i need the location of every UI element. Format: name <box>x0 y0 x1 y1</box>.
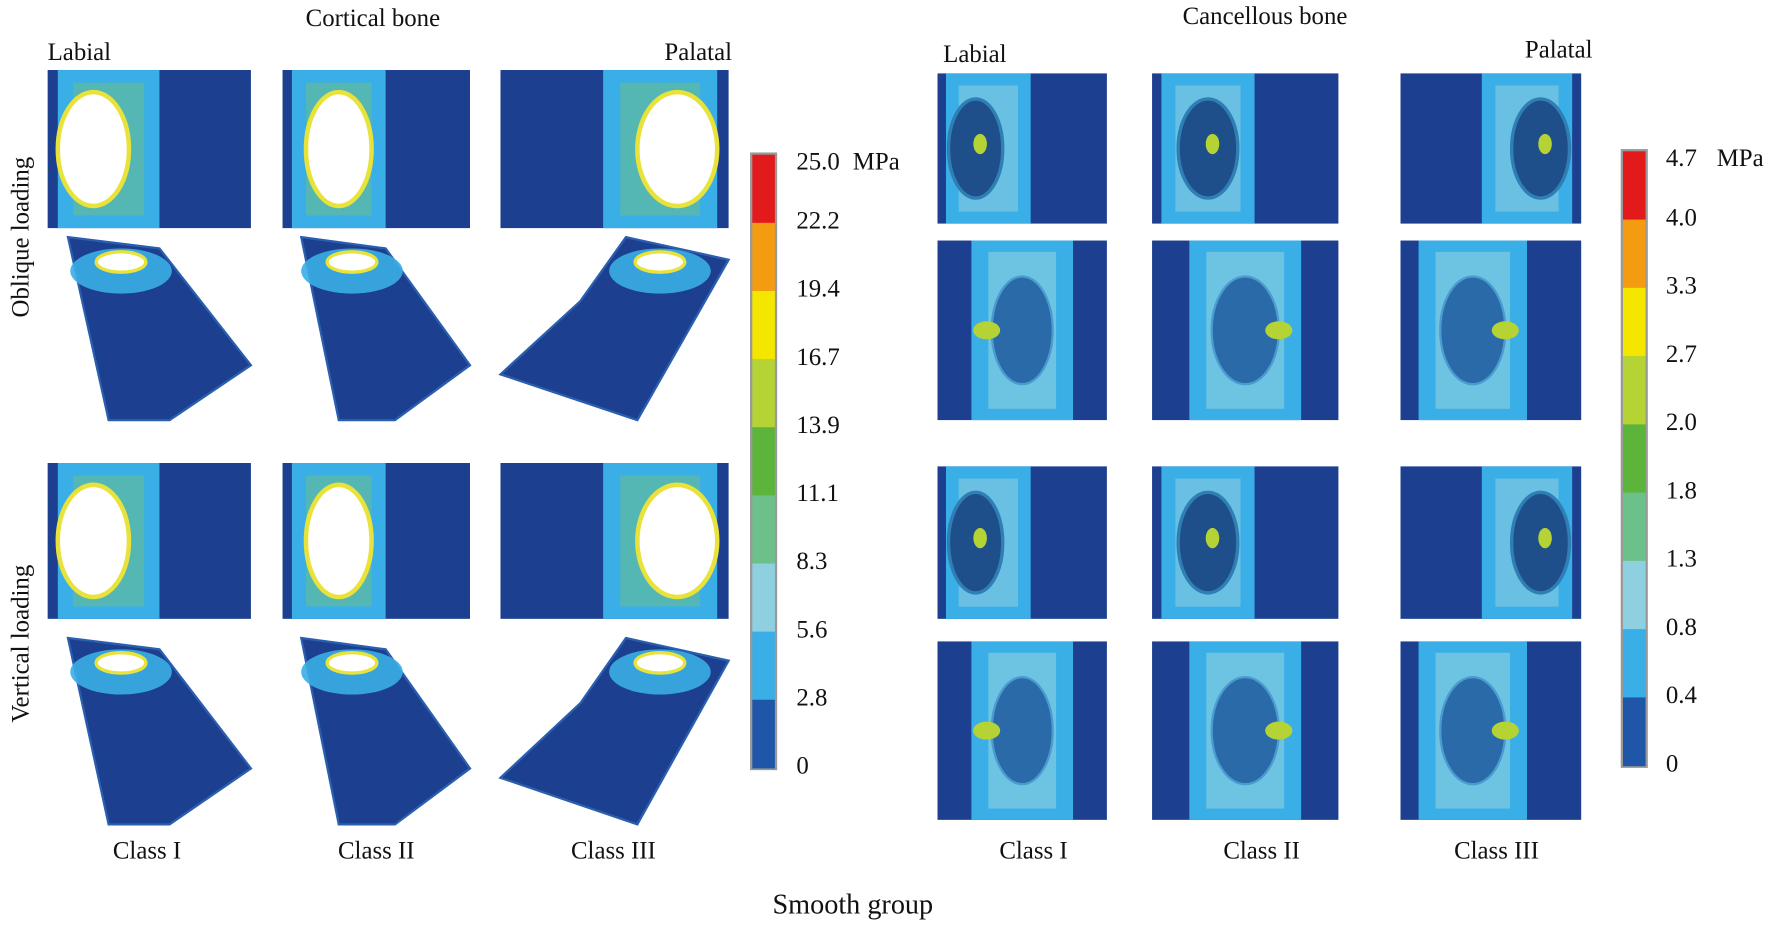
column-label: Class II <box>1223 837 1300 864</box>
colorbar-tick-label: 0.4 <box>1666 682 1698 709</box>
column-label: Class III <box>571 837 656 864</box>
colorbar-band <box>752 154 775 224</box>
colorbar-band <box>752 359 775 428</box>
colorbar-tick-label: 2.7 <box>1666 341 1697 368</box>
colorbar-tick-label: 1.8 <box>1666 477 1697 504</box>
colorbar-band <box>752 290 775 360</box>
hotspot <box>1491 321 1519 340</box>
colorbar-tick-label: 3.3 <box>1666 273 1697 300</box>
colorbar-band <box>752 563 775 633</box>
colorbar-tick-label: 5.6 <box>796 616 827 643</box>
hotspot <box>1205 527 1220 549</box>
colorbar-tick-label: 19.4 <box>796 276 840 303</box>
row-label: Oblique loading <box>8 157 35 318</box>
hole-rim <box>94 651 148 675</box>
column-label: Class I <box>999 837 1067 864</box>
colorbar-tick-label: 0.8 <box>1666 614 1697 641</box>
hotspot <box>1538 133 1552 155</box>
hole <box>303 89 374 209</box>
hotspot <box>1205 133 1220 155</box>
right-title: Cancellous bone <box>1183 3 1348 30</box>
colorbar-tick-label: 25.0 <box>796 148 839 175</box>
hole <box>635 482 720 600</box>
column-label: Class III <box>1454 837 1539 864</box>
row-label: Vertical loading <box>8 565 35 723</box>
colorbar-unit: MPa <box>853 148 900 175</box>
colorbar-band <box>1622 492 1646 562</box>
colorbar-band <box>752 427 775 496</box>
colorbar-tick-label: 13.9 <box>796 412 839 439</box>
hotspot <box>973 527 987 549</box>
column-label: Class I <box>113 837 181 864</box>
hole <box>635 89 720 209</box>
hole <box>303 482 374 600</box>
hole <box>55 482 132 600</box>
hotspot <box>1265 321 1293 340</box>
left-palatal: Palatal <box>664 39 732 66</box>
colorbar-tick-label: 1.3 <box>1666 546 1697 573</box>
hotspot <box>1265 721 1293 740</box>
right-palatal: Palatal <box>1525 37 1593 64</box>
colorbar-band <box>1622 560 1646 630</box>
colorbar-band <box>752 699 775 769</box>
colorbar-band <box>1622 629 1646 698</box>
caption: Smooth group <box>772 889 933 920</box>
colorbar-tick-label: 0 <box>1666 750 1678 777</box>
left-title: Cortical bone <box>306 5 440 32</box>
hole-rim <box>633 651 687 675</box>
colorbar-band <box>1622 697 1646 767</box>
colorbar-band <box>1622 151 1646 221</box>
colorbar-band <box>752 222 775 292</box>
cavity <box>990 275 1054 386</box>
colorbar-tick-label: 2.0 <box>1666 409 1697 436</box>
colorbar-tick-label: 4.0 <box>1666 204 1697 231</box>
hole-rim <box>325 651 379 675</box>
colorbar-band <box>752 495 775 565</box>
hotspot <box>973 133 987 155</box>
cavity <box>990 675 1054 786</box>
colorbar-tick-label: 8.3 <box>796 548 827 575</box>
colorbar-band <box>1622 356 1646 425</box>
hotspot <box>973 321 1001 340</box>
hole-rim <box>633 250 687 274</box>
left-labial: Labial <box>48 39 112 66</box>
colorbar-band <box>752 631 775 701</box>
column-label: Class II <box>338 837 415 864</box>
colorbar-tick-label: 16.7 <box>796 344 839 371</box>
colorbar-tick-label: 2.8 <box>796 684 827 711</box>
colorbar-tick-label: 4.7 <box>1666 145 1697 172</box>
colorbar-band <box>1622 287 1646 357</box>
hole-rim <box>94 250 148 274</box>
hotspot <box>973 721 1001 740</box>
colorbar-tick-label: 11.1 <box>796 480 839 507</box>
hotspot <box>1538 527 1552 549</box>
hotspot <box>1491 721 1519 740</box>
colorbar-band <box>1622 424 1646 494</box>
colorbar-tick-label: 0 <box>796 753 808 780</box>
colorbar-unit: MPa <box>1717 145 1764 172</box>
hole-rim <box>325 250 379 274</box>
colorbar-tick-label: 22.2 <box>796 208 839 235</box>
colorbar-band <box>1622 219 1646 289</box>
hole <box>55 89 132 209</box>
right-labial: Labial <box>943 41 1007 68</box>
